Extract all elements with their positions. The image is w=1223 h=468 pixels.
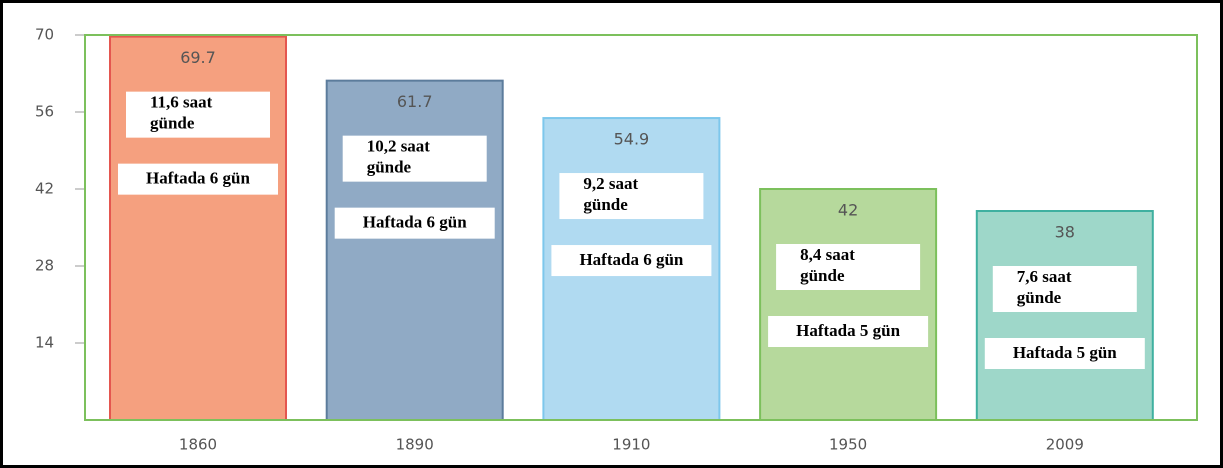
note-weekly: Haftada 5 gün — [1013, 343, 1117, 362]
note-daily: günde — [367, 158, 412, 177]
y-tick-label: 42 — [35, 180, 54, 198]
plot-frame — [84, 34, 1198, 421]
note-box — [118, 163, 278, 195]
value-label: 42 — [838, 201, 858, 220]
value-label: 38 — [1055, 223, 1075, 242]
y-tick-label: 28 — [35, 257, 54, 275]
note-daily: 11,6 saat — [150, 93, 213, 112]
note-box — [992, 266, 1137, 312]
x-tick-label: 2009 — [1046, 436, 1084, 454]
value-label: 54.9 — [614, 130, 650, 149]
y-tick-label: 70 — [35, 26, 54, 44]
x-tick-label: 1890 — [396, 436, 434, 454]
note-weekly: Haftada 5 gün — [796, 321, 900, 340]
note-daily: 7,6 saat — [1017, 267, 1072, 286]
note-box — [551, 245, 712, 277]
y-tick-label: 14 — [35, 334, 54, 352]
note-daily: 10,2 saat — [367, 137, 431, 156]
note-box — [984, 338, 1145, 369]
x-tick-label: 1910 — [612, 436, 650, 454]
note-weekly: Haftada 6 gün — [146, 169, 250, 188]
note-box — [334, 207, 495, 239]
note-daily: 8,4 saat — [800, 245, 855, 264]
note-daily: günde — [1017, 288, 1062, 307]
note-daily: günde — [583, 195, 628, 214]
value-label: 69.7 — [180, 48, 216, 67]
note-daily: günde — [150, 114, 195, 133]
x-tick-label: 1950 — [829, 436, 867, 454]
note-weekly: Haftada 6 gün — [579, 250, 683, 269]
note-daily: günde — [800, 266, 845, 285]
note-weekly: Haftada 6 gün — [363, 213, 467, 232]
bar — [975, 210, 1154, 421]
note-box — [126, 91, 270, 138]
note-daily: 9,2 saat — [583, 174, 638, 193]
note-box — [768, 316, 929, 347]
y-tick-label: 56 — [35, 103, 54, 121]
bar — [325, 79, 504, 422]
x-tick-label: 1860 — [179, 436, 217, 454]
note-box — [342, 135, 487, 182]
value-label: 61.7 — [397, 92, 433, 111]
bar — [759, 188, 938, 421]
note-box — [776, 244, 921, 290]
note-box — [559, 173, 704, 220]
